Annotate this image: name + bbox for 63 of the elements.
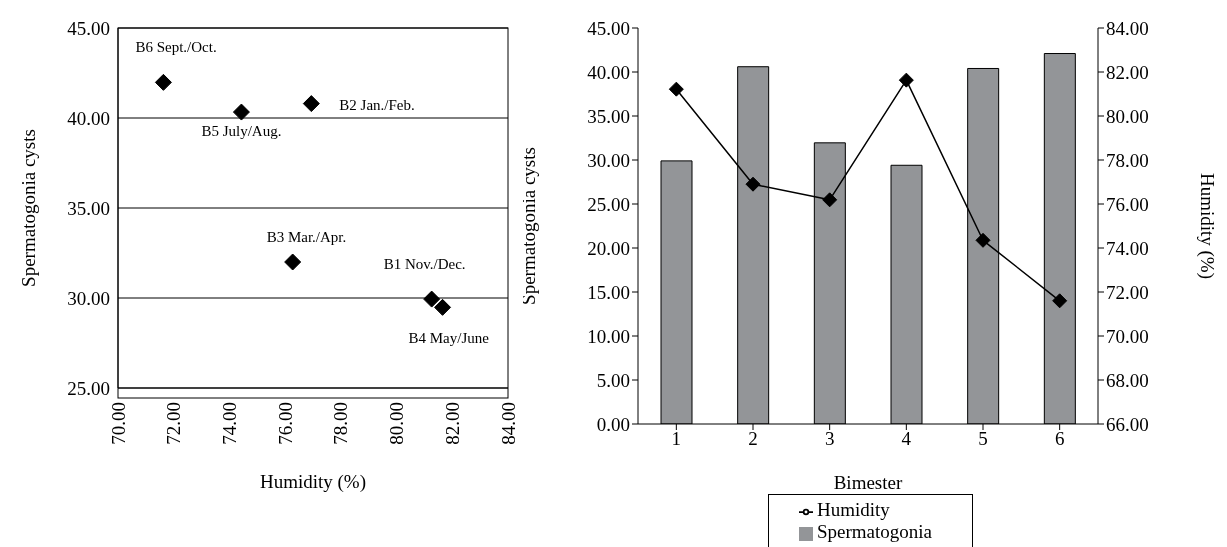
y-tick-label: 5.00	[596, 369, 630, 391]
y-tick-label: 25.00	[587, 193, 630, 215]
y-tick-label: 35.00	[587, 105, 630, 127]
y-tick-label: 35.00	[67, 197, 110, 219]
point	[154, 73, 172, 91]
y-tick-label: 25.00	[67, 377, 110, 399]
point	[284, 253, 302, 271]
y-tick-label: 30.00	[587, 149, 630, 171]
annotation: B2 Jan./Feb.	[339, 96, 415, 113]
x-tick-label: 80.00	[386, 402, 408, 445]
x-tick-label: 70.00	[107, 402, 129, 445]
x-tick-label: 3	[824, 428, 835, 450]
y-tick-label: 20.00	[587, 237, 630, 259]
x-tick-label: 72.00	[163, 402, 185, 445]
y2-tick-label: 70.00	[1106, 325, 1149, 347]
y2-tick-label: 68.00	[1106, 369, 1149, 391]
x-tick-label: 78.00	[330, 402, 352, 445]
point	[1052, 293, 1068, 309]
y2-tick-label: 80.00	[1106, 105, 1149, 127]
y2-tick-label: 66.00	[1106, 413, 1149, 435]
legend-label: Humidity	[817, 499, 890, 520]
x-tick-label: 4	[901, 428, 912, 450]
y2-tick-label: 76.00	[1106, 193, 1149, 215]
annotation: B3 Mar./Apr.	[266, 229, 347, 245]
y-tick-label: 45.00	[67, 17, 110, 39]
y2-tick-label: 78.00	[1106, 149, 1149, 171]
y-tick-label: 40.00	[67, 107, 110, 129]
point	[822, 192, 838, 208]
x-tick-label: 1	[671, 428, 682, 450]
y-tick-label: 15.00	[587, 281, 630, 303]
y2-tick-label: 84.00	[1106, 17, 1149, 39]
point	[434, 298, 452, 316]
y2-tick-label: 72.00	[1106, 281, 1149, 303]
x-tick-label: 2	[748, 428, 758, 450]
x-axis-title: Humidity (%)	[259, 471, 367, 493]
annotation: B1 Nov./Dec.	[383, 256, 466, 273]
y2-tick-label: 82.00	[1106, 61, 1149, 83]
point	[745, 176, 761, 192]
point	[898, 72, 914, 88]
y-tick-label: 10.00	[587, 325, 630, 347]
y-tick-label: 40.00	[587, 61, 630, 83]
point	[975, 232, 991, 248]
x-tick-label: 84.00	[497, 402, 519, 445]
annotation: B6 Sept./Oct.	[135, 39, 217, 56]
x-tick-label: 74.00	[218, 402, 240, 445]
y-axis-title: Spermatogonia cysts	[17, 129, 39, 287]
y2-tick-label: 74.00	[1106, 237, 1149, 259]
x-tick-label: 82.00	[441, 402, 463, 445]
legend-label: Spermatogonia	[817, 521, 933, 542]
x-tick-label: 6	[1054, 428, 1065, 450]
y-tick-label: 0.00	[596, 413, 630, 435]
point	[668, 81, 684, 97]
y-tick-label: 45.00	[587, 17, 630, 39]
point	[232, 103, 250, 121]
x-tick-label: 5	[978, 428, 988, 450]
point	[423, 290, 441, 308]
annotation: B4 May/June	[408, 330, 490, 347]
y2-axis-title: Humidity (%)	[1196, 172, 1219, 280]
y-tick-label: 30.00	[67, 287, 110, 309]
point	[302, 95, 320, 113]
annotation: B5 July/Aug.	[201, 123, 282, 140]
x-tick-label: 76.00	[274, 402, 296, 445]
x-axis-title: Bimester	[833, 472, 903, 493]
